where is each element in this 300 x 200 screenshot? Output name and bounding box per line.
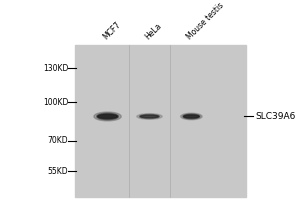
Ellipse shape (94, 112, 121, 121)
Ellipse shape (184, 115, 199, 118)
Bar (75, 45, 246, 197)
Text: 100KD: 100KD (43, 98, 68, 107)
Ellipse shape (98, 114, 117, 118)
Text: Mouse testis: Mouse testis (185, 1, 226, 41)
Text: 130KD: 130KD (43, 64, 68, 73)
Ellipse shape (181, 113, 202, 120)
Text: MCF7: MCF7 (101, 20, 122, 41)
Ellipse shape (137, 114, 162, 119)
Ellipse shape (140, 114, 160, 118)
Ellipse shape (97, 113, 118, 120)
Text: 55KD: 55KD (48, 167, 68, 176)
Text: 70KD: 70KD (48, 136, 68, 145)
Text: SLC39A6: SLC39A6 (256, 112, 296, 121)
Ellipse shape (140, 115, 159, 118)
Text: HeLa: HeLa (143, 21, 163, 41)
Ellipse shape (183, 114, 200, 119)
